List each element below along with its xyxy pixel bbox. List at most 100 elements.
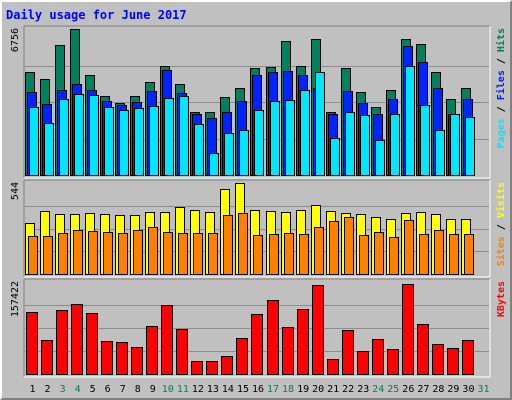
bar-kbytes-26	[402, 284, 414, 375]
bar-kbytes-7	[116, 342, 128, 375]
bar-pages-14	[224, 133, 234, 176]
bar-kbytes-9	[146, 326, 158, 375]
bar-pages-19	[300, 90, 310, 176]
x-tick-label-17: 17	[267, 384, 279, 395]
x-tick-label-15: 15	[237, 384, 249, 395]
bar-sites-30	[464, 234, 474, 275]
bar-sites-12	[193, 233, 203, 275]
legend-files: Files	[495, 70, 507, 100]
bar-kbytes-15	[236, 338, 248, 375]
series-pages	[29, 66, 475, 176]
x-tick-label-29: 29	[447, 384, 459, 395]
bar-sites-20	[314, 227, 324, 275]
x-tick-label-7: 7	[120, 384, 126, 395]
bar-sites-19	[299, 234, 309, 275]
bar-pages-13	[209, 153, 219, 176]
bar-kbytes-2	[41, 340, 53, 375]
bar-kbytes-30	[462, 340, 474, 375]
legend-kbytes: KBytes	[496, 281, 507, 317]
bar-pages-1	[29, 107, 39, 176]
bar-pages-12	[194, 124, 204, 176]
bar-pages-22	[345, 112, 355, 176]
bar-pages-7	[119, 110, 129, 176]
x-tick-label-3: 3	[60, 384, 66, 395]
panel-bot: 157422 KBytes	[10, 278, 507, 378]
bar-sites-3	[58, 233, 68, 275]
bar-kbytes-17	[267, 300, 279, 375]
bar-sites-25	[389, 237, 399, 275]
bar-pages-17	[270, 101, 280, 176]
legend-separator: /	[496, 100, 507, 118]
chart-title: Daily usage for June 2017	[6, 8, 187, 22]
legend-pages: Pages	[496, 118, 507, 148]
x-tick-label-9: 9	[150, 384, 156, 395]
bar-sites-1	[28, 236, 38, 275]
bar-sites-11	[178, 233, 188, 275]
bar-kbytes-28	[432, 344, 444, 375]
bar-kbytes-29	[447, 348, 459, 375]
bar-pages-28	[435, 130, 445, 176]
x-tick-label-12: 12	[192, 384, 204, 395]
bar-pages-3	[59, 99, 69, 176]
x-tick-label-27: 27	[417, 384, 429, 395]
x-tick-label-31: 31	[477, 384, 489, 395]
x-tick-label-16: 16	[252, 384, 264, 395]
x-tick-label-23: 23	[357, 384, 369, 395]
bar-sites-6	[103, 232, 113, 275]
x-tick-label-1: 1	[30, 384, 36, 395]
bar-pages-2	[44, 123, 54, 176]
bar-pages-18	[285, 100, 295, 176]
bar-pages-4	[74, 94, 84, 176]
x-tick-label-4: 4	[75, 384, 81, 395]
series-kbytes	[26, 284, 474, 375]
bar-sites-5	[88, 231, 98, 275]
x-tick-label-22: 22	[342, 384, 354, 395]
bar-pages-30	[465, 117, 475, 176]
series-sites	[28, 213, 474, 275]
panel-top: 6756 Pages / Files / Hits	[10, 25, 507, 179]
bar-sites-10	[163, 232, 173, 275]
bar-kbytes-4	[71, 304, 83, 375]
bar-pages-21	[330, 138, 340, 176]
legend-separator: /	[496, 52, 507, 70]
y-max-label: 157422	[10, 281, 21, 317]
x-tick-label-5: 5	[90, 384, 96, 395]
x-tick-label-11: 11	[177, 384, 189, 395]
bar-pages-16	[254, 110, 264, 176]
bar-pages-25	[390, 114, 400, 176]
x-tick-label-14: 14	[222, 384, 234, 395]
right-legend: Sites / Visits	[495, 182, 507, 266]
bar-pages-10	[164, 98, 174, 176]
bar-sites-29	[449, 234, 459, 275]
legend-visits: Visits	[495, 182, 507, 218]
bar-pages-5	[89, 95, 99, 176]
x-tick-label-21: 21	[327, 384, 339, 395]
legend-hits: Hits	[495, 28, 507, 52]
x-tick-label-10: 10	[162, 384, 174, 395]
bar-sites-18	[284, 233, 294, 275]
bar-sites-26	[404, 220, 414, 275]
bar-pages-26	[405, 66, 415, 176]
x-axis-labels: 1 2 3 4 5 6 7 8 9 10 11 12 13 14 15 16 17 18 19 20 21 22 23 24 2…	[30, 384, 490, 395]
bar-pages-8	[134, 108, 144, 176]
bar-kbytes-1	[26, 312, 38, 375]
bar-pages-20	[315, 72, 325, 176]
bar-sites-27	[419, 234, 429, 275]
x-tick-label-20: 20	[312, 384, 324, 395]
bar-pages-15	[239, 130, 249, 176]
bar-sites-13	[208, 233, 218, 275]
bar-kbytes-19	[297, 309, 309, 375]
bar-kbytes-24	[372, 339, 384, 375]
bar-pages-9	[149, 106, 159, 176]
x-tick-label-19: 19	[297, 384, 309, 395]
bar-pages-6	[104, 107, 114, 176]
right-legend: KBytes	[496, 281, 507, 317]
bar-kbytes-16	[251, 314, 263, 375]
y-max-label: 6756	[10, 28, 21, 52]
bar-kbytes-22	[342, 330, 354, 375]
panel-mid: 544 Sites / Visits	[10, 179, 507, 278]
bar-kbytes-12	[191, 361, 203, 375]
bar-kbytes-5	[86, 313, 98, 375]
x-tick-label-18: 18	[282, 384, 294, 395]
